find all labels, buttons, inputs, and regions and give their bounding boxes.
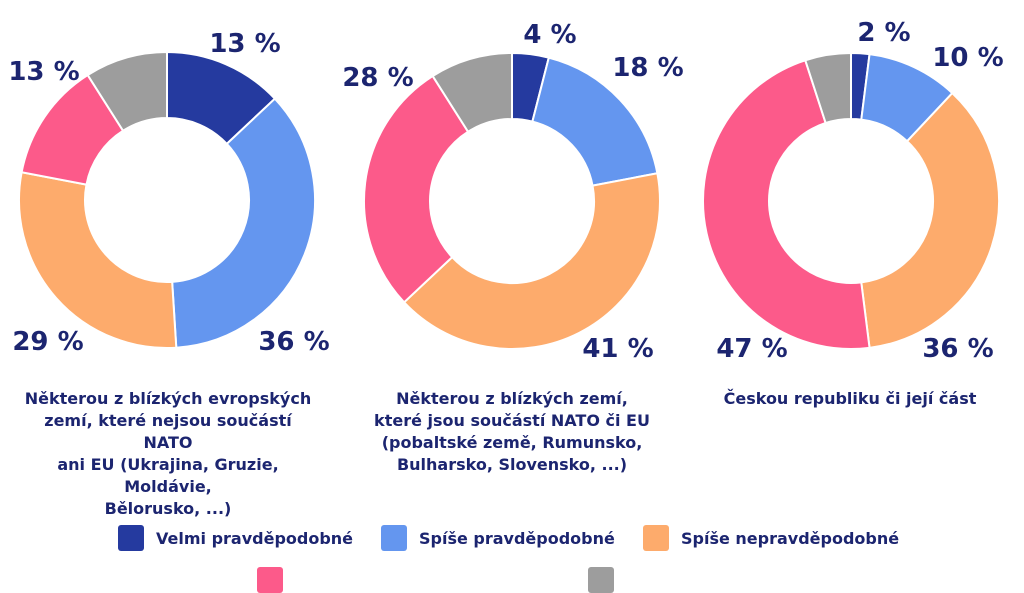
legend-swatch-3: [643, 525, 669, 551]
chart-1-slice-2: [171, 97, 316, 349]
chart-1-data-label-2: 36 %: [258, 327, 329, 357]
chart-3-data-label-1: 2 %: [857, 18, 910, 48]
legend-swatch-4: [257, 567, 283, 593]
chart-2-slice-5: [431, 51, 513, 134]
chart-3-slice-4: [702, 58, 871, 350]
chart-3-data-label-3: 36 %: [922, 334, 993, 364]
chart-1-data-label-3: 29 %: [12, 327, 83, 357]
chart-1-caption-line: ani EU (Ukrajina, Gruzie, Moldávie,: [57, 455, 279, 496]
chart-2-slice-3: [402, 172, 661, 350]
chart-2-caption-line: Bulharsko, Slovensko, ...): [396, 455, 628, 474]
chart-3-caption: Českou republiku či její část: [700, 388, 1000, 410]
chart-2-slice-4: [363, 74, 470, 304]
legend-item-3: Spíše nepravděpodobné: [643, 525, 899, 551]
legend-swatch-2: [381, 525, 407, 551]
chart-1-caption: Některou z blízkých evropských zemí, kte…: [18, 388, 318, 520]
legend-label-3: Spíše nepravděpodobné: [681, 528, 900, 548]
chart-2-data-label-3: 41 %: [582, 334, 653, 364]
legend-swatch-5: [588, 567, 614, 593]
chart-1-slice-5: [86, 50, 168, 133]
chart-1-data-label-4: 13 %: [8, 57, 79, 87]
chart-3-data-label-4: 47 %: [716, 334, 787, 364]
chart-2-data-label-1: 4 %: [523, 20, 576, 50]
donut-charts: 13 % 36 % 29 % 13 % 4 % 18 % 41 % 28 % 2 % 10 % 36…: [8, 18, 1003, 364]
chart-1-caption-line: Bělorusko, ...): [104, 499, 232, 518]
legend-label-1: Velmi pravděpodobné: [156, 528, 354, 548]
chart-2-caption-line: (pobaltské země, Rumunsko,: [381, 433, 643, 452]
chart-3-slice-3: [860, 91, 1000, 349]
chart-2-data-label-4: 28 %: [342, 63, 413, 93]
chart-1-caption-line: zemí, které nejsou součástí NATO: [44, 411, 292, 452]
legend-item-1: Velmi pravděpodobné: [118, 525, 353, 551]
chart-1-data-label-1: 13 %: [209, 29, 280, 59]
chart-3-data-label-2: 10 %: [932, 43, 1003, 73]
chart-3-caption-line: Českou republiku či její část: [723, 389, 977, 408]
chart-3-slice-5: [804, 51, 852, 125]
legend-item-2: Spíše pravděpodobné: [381, 525, 615, 551]
chart-2-caption-line: Některou z blízkých zemí,: [396, 389, 628, 408]
legend-item-5: [588, 567, 626, 593]
legend-label-2: Spíše pravděpodobné: [419, 528, 615, 548]
legend-swatch-1: [118, 525, 144, 551]
chart-1-caption-line: Některou z blízkých evropských: [24, 389, 312, 408]
chart-2-caption-line: které jsou součástí NATO či EU: [374, 411, 650, 430]
chart-2-caption: Některou z blízkých zemí, které jsou sou…: [362, 388, 662, 476]
legend-item-4: [257, 567, 295, 593]
chart-1-slice-3: [18, 171, 178, 349]
chart-2-data-label-2: 18 %: [612, 53, 683, 83]
